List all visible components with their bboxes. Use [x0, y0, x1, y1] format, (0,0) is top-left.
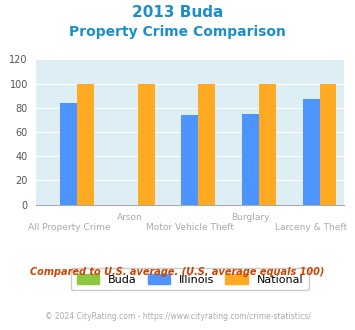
Text: All Property Crime: All Property Crime	[28, 223, 110, 232]
Bar	[77, 83, 94, 205]
Bar	[320, 83, 337, 205]
Text: Motor Vehicle Theft: Motor Vehicle Theft	[146, 223, 234, 232]
Text: Larceny & Theft: Larceny & Theft	[275, 223, 347, 232]
Text: Property Crime Comparison: Property Crime Comparison	[69, 25, 286, 39]
Bar	[259, 83, 276, 205]
Bar	[242, 114, 259, 205]
Legend: Buda, Illinois, National: Buda, Illinois, National	[71, 268, 308, 290]
Text: Burglary: Burglary	[231, 213, 270, 222]
Bar	[181, 115, 198, 205]
Bar	[138, 83, 155, 205]
Bar	[198, 83, 215, 205]
Text: Compared to U.S. average. (U.S. average equals 100): Compared to U.S. average. (U.S. average …	[30, 267, 325, 277]
Text: 2013 Buda: 2013 Buda	[132, 5, 223, 20]
Bar	[60, 103, 77, 205]
Bar	[302, 99, 320, 205]
Text: © 2024 CityRating.com - https://www.cityrating.com/crime-statistics/: © 2024 CityRating.com - https://www.city…	[45, 312, 310, 321]
Text: Arson: Arson	[116, 213, 142, 222]
